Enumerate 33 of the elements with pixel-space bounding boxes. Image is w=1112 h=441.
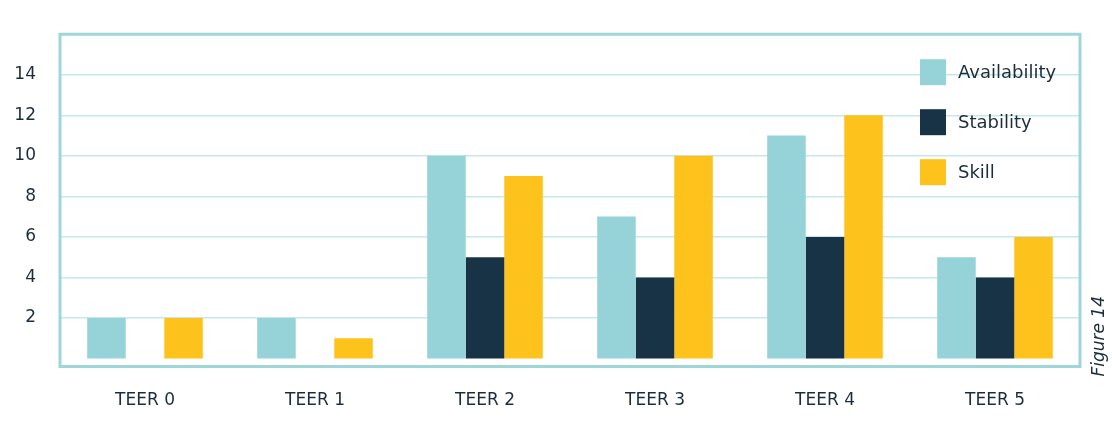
x-tick-label: TEER 3 [624, 389, 685, 410]
bar [257, 317, 296, 359]
bar [164, 317, 203, 359]
bar [87, 317, 126, 359]
x-tick-label: TEER 2 [454, 389, 515, 410]
y-tick-label: 4 [25, 265, 36, 286]
bar [1014, 236, 1053, 359]
legend-label: Skill [958, 160, 995, 182]
bar [975, 277, 1015, 359]
bar [635, 277, 675, 359]
bar [805, 236, 845, 359]
bar [427, 155, 466, 359]
bar [597, 216, 636, 359]
bar [504, 176, 543, 359]
x-tick-label: TEER 1 [284, 389, 345, 410]
bar [674, 155, 713, 359]
bar [844, 115, 883, 359]
y-tick-label: 14 [14, 63, 36, 84]
bar [937, 257, 976, 359]
y-tick-label: 2 [25, 306, 36, 327]
y-tick-label: 8 [25, 184, 36, 205]
bar [465, 257, 505, 359]
x-tick-label: TEER 4 [794, 389, 855, 410]
legend-label: Stability [958, 110, 1032, 132]
y-tick-label: 12 [14, 103, 36, 124]
y-tick-label: 6 [25, 225, 36, 246]
bar [767, 135, 806, 359]
x-tick-label: TEER 5 [964, 389, 1025, 410]
y-tick-label: 10 [14, 144, 36, 165]
caption: Figure 14 [1088, 296, 1109, 377]
x-tick-label: TEER 0 [114, 389, 175, 410]
bar [334, 338, 373, 359]
legend-label: Availability [958, 60, 1057, 82]
